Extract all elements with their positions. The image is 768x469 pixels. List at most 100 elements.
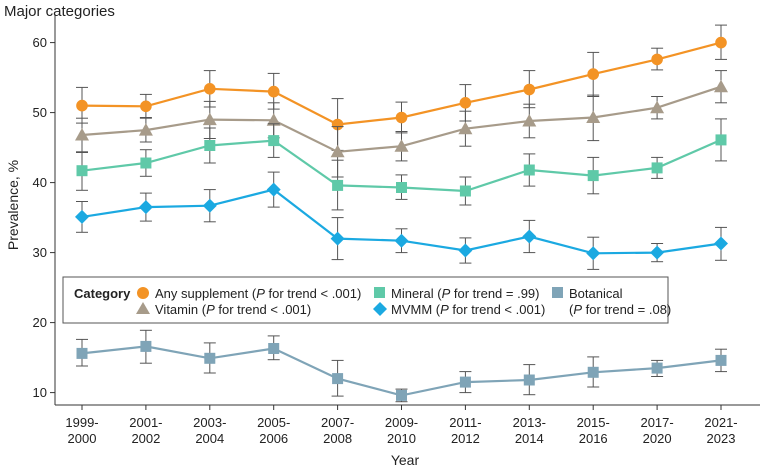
data-point	[204, 83, 216, 95]
series-layer	[75, 24, 728, 403]
series-vitamin	[75, 70, 728, 178]
data-point	[522, 229, 537, 244]
data-point	[332, 373, 344, 385]
data-point	[138, 200, 153, 215]
x-tick-label: 2011-2012	[449, 415, 481, 446]
data-point	[587, 366, 599, 378]
data-point	[650, 100, 665, 114]
data-point	[587, 170, 599, 182]
legend-marker-square	[374, 287, 385, 298]
legend-marker-diamond	[373, 302, 387, 316]
data-point	[268, 343, 280, 354]
x-tick-label: 2015-2016	[577, 415, 610, 446]
data-point	[458, 243, 473, 258]
legend-p-note: for trend < .001)	[449, 302, 545, 317]
legend-item-text: Mineral (P for trend = .99)	[391, 286, 540, 301]
data-point	[331, 118, 344, 131]
legend-item-text: (P for trend = .08)	[569, 302, 671, 317]
data-point	[266, 182, 281, 197]
y-tick-label: 50	[33, 105, 47, 120]
data-point	[458, 121, 473, 135]
legend-item-botanical: Botanical (P for trend = .08)	[552, 286, 671, 317]
legend-p-label: P	[256, 286, 265, 301]
data-point	[650, 245, 665, 260]
legend-marker-triangle	[136, 302, 150, 314]
data-point	[714, 236, 728, 251]
data-point	[523, 164, 535, 176]
legend-frame	[62, 276, 669, 324]
legend-marker-circle	[137, 287, 149, 299]
legend-item-any-supplement: Any supplement (P for trend < .001)	[137, 286, 361, 301]
legend-p-label: P	[440, 302, 449, 317]
data-point	[396, 182, 407, 193]
data-point	[651, 362, 663, 374]
data-point	[395, 111, 408, 124]
series-mineral	[76, 118, 727, 211]
legend-series-name: Any supplement	[155, 286, 249, 301]
data-point	[523, 83, 536, 96]
data-point	[459, 97, 472, 109]
x-tick-label: 1999-2000	[65, 415, 98, 446]
x-tick-label: 2001-2002	[129, 415, 162, 446]
data-point	[76, 347, 88, 359]
data-point	[76, 99, 88, 112]
series-mvmm	[75, 171, 728, 270]
data-point	[267, 85, 280, 98]
legend-item-mineral: Mineral (P for trend = .99)	[374, 286, 540, 301]
data-point	[586, 110, 601, 123]
legend-series-name: Mineral	[391, 286, 434, 301]
y-tick-label: 20	[33, 315, 47, 330]
data-point	[268, 135, 280, 147]
data-point	[140, 340, 152, 352]
legend-p-note: for trend < .001)	[215, 302, 311, 317]
data-point	[587, 68, 599, 80]
x-tick-label: 2009-2010	[385, 415, 418, 446]
legend-title: Category	[74, 286, 131, 301]
x-tick-label: 2021-2023	[704, 415, 737, 446]
y-tick-label: 30	[33, 245, 47, 260]
x-tick-label: 2005-2006	[257, 415, 290, 446]
axes: 10 20 30 40 50 60 1999-2000 2001-2002 2003-2004 2…	[5, 14, 760, 468]
y-tick-label: 10	[33, 385, 47, 400]
data-point	[651, 53, 663, 66]
data-point	[715, 354, 727, 366]
data-point	[204, 352, 216, 364]
legend-item-vitamin: Vitamin (P for trend < .001)	[136, 302, 311, 317]
legend-series-name: Vitamin	[155, 302, 198, 317]
data-point	[714, 79, 728, 93]
y-tick-label: 60	[33, 35, 47, 50]
data-point	[330, 231, 345, 246]
data-point	[140, 157, 152, 169]
data-point	[396, 389, 407, 401]
legend-marker-square	[552, 287, 563, 298]
legend-p-label: P	[573, 302, 582, 317]
legend-p-label: P	[206, 302, 215, 317]
y-tick-label: 40	[33, 175, 47, 190]
x-tick-label: 2003-2004	[193, 415, 226, 446]
data-point	[394, 233, 409, 248]
legend-p-note: for trend < .001)	[265, 286, 361, 301]
data-point	[202, 198, 217, 213]
data-point	[715, 36, 727, 49]
data-point	[75, 209, 89, 224]
x-axis-title: Year	[391, 452, 420, 468]
legend-series-name: Botanical	[569, 286, 623, 301]
data-point	[522, 114, 537, 127]
legend-item-text: Vitamin (P for trend < .001)	[155, 302, 311, 317]
data-point	[459, 376, 471, 388]
legend: Category Any supplement (P for trend < .…	[62, 276, 671, 324]
legend-p-note: for trend = .99)	[450, 286, 539, 301]
series-botanical	[76, 329, 727, 403]
x-tick-label: 2007-2008	[321, 415, 354, 446]
legend-item-mvmm: MVMM (P for trend < .001)	[373, 302, 545, 317]
data-point	[586, 246, 601, 261]
data-point	[394, 139, 409, 152]
legend-item-text: MVMM (P for trend < .001)	[391, 302, 545, 317]
data-point	[75, 128, 89, 141]
data-point	[76, 165, 88, 177]
data-point	[715, 134, 727, 146]
data-point	[266, 113, 281, 126]
panel-title: Major categories	[4, 3, 115, 20]
data-point	[523, 374, 535, 386]
